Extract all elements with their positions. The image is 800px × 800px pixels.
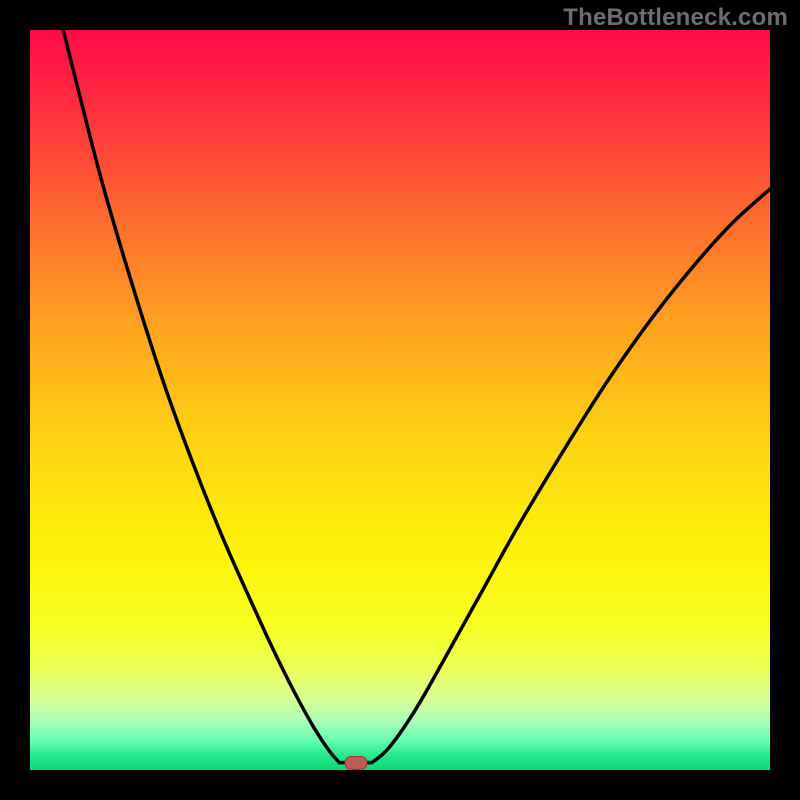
bottleneck-curve xyxy=(30,30,770,770)
watermark-text: TheBottleneck.com xyxy=(563,4,788,32)
plot-area xyxy=(30,30,770,770)
chart-container: TheBottleneck.com xyxy=(0,0,800,800)
optimal-point-marker xyxy=(344,756,367,770)
curve-path xyxy=(63,30,770,763)
